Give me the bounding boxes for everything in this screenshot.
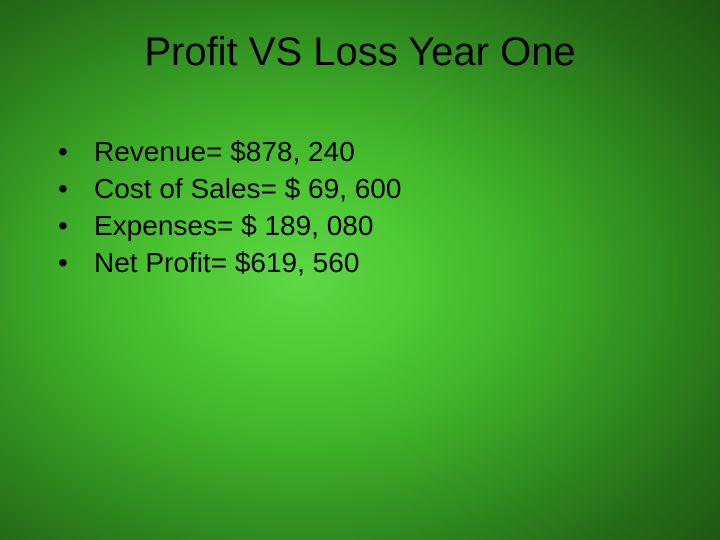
- slide-title: Profit VS Loss Year One: [0, 30, 720, 75]
- list-item: • Cost of Sales= $ 69, 600: [58, 173, 401, 205]
- bullet-text: Revenue= $878, 240: [94, 136, 355, 168]
- list-item: • Net Profit= $619, 560: [58, 247, 401, 279]
- bullet-list: • Revenue= $878, 240 • Cost of Sales= $ …: [58, 136, 401, 284]
- bullet-icon: •: [58, 136, 94, 168]
- bullet-icon: •: [58, 247, 94, 279]
- list-item: • Expenses= $ 189, 080: [58, 210, 401, 242]
- bullet-text: Net Profit= $619, 560: [94, 247, 359, 279]
- bullet-icon: •: [58, 210, 94, 242]
- slide-container: Profit VS Loss Year One • Revenue= $878,…: [0, 0, 720, 540]
- bullet-icon: •: [58, 173, 94, 205]
- bullet-text: Expenses= $ 189, 080: [94, 210, 373, 242]
- list-item: • Revenue= $878, 240: [58, 136, 401, 168]
- bullet-text: Cost of Sales= $ 69, 600: [94, 173, 401, 205]
